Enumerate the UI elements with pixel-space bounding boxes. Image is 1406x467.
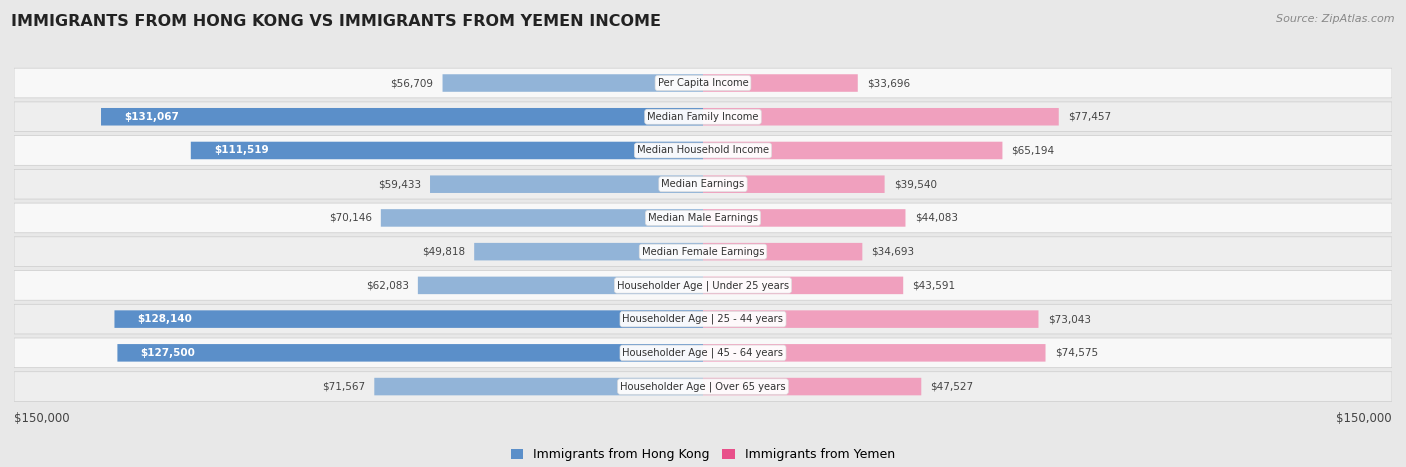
Legend: Immigrants from Hong Kong, Immigrants from Yemen: Immigrants from Hong Kong, Immigrants fr…	[510, 448, 896, 461]
FancyBboxPatch shape	[703, 142, 1002, 159]
FancyBboxPatch shape	[418, 276, 703, 294]
FancyBboxPatch shape	[430, 176, 703, 193]
FancyBboxPatch shape	[374, 378, 703, 396]
Text: Householder Age | Over 65 years: Householder Age | Over 65 years	[620, 382, 786, 392]
Text: $71,567: $71,567	[322, 382, 366, 391]
FancyBboxPatch shape	[101, 108, 703, 126]
Text: $43,591: $43,591	[912, 280, 956, 290]
Text: Householder Age | 45 - 64 years: Householder Age | 45 - 64 years	[623, 347, 783, 358]
Text: $128,140: $128,140	[138, 314, 193, 324]
FancyBboxPatch shape	[14, 372, 1392, 402]
FancyBboxPatch shape	[14, 170, 1392, 199]
FancyBboxPatch shape	[703, 209, 905, 226]
FancyBboxPatch shape	[703, 108, 1059, 126]
Text: $74,575: $74,575	[1054, 348, 1098, 358]
Text: $47,527: $47,527	[931, 382, 973, 391]
FancyBboxPatch shape	[443, 74, 703, 92]
Text: $131,067: $131,067	[124, 112, 179, 122]
FancyBboxPatch shape	[703, 344, 1046, 361]
FancyBboxPatch shape	[703, 176, 884, 193]
FancyBboxPatch shape	[703, 311, 1039, 328]
Text: $150,000: $150,000	[1336, 412, 1392, 425]
Text: $150,000: $150,000	[14, 412, 70, 425]
FancyBboxPatch shape	[703, 276, 903, 294]
Text: $34,693: $34,693	[872, 247, 915, 257]
FancyBboxPatch shape	[14, 135, 1392, 165]
Text: $33,696: $33,696	[868, 78, 910, 88]
Text: $62,083: $62,083	[366, 280, 409, 290]
Text: $39,540: $39,540	[894, 179, 936, 189]
FancyBboxPatch shape	[14, 237, 1392, 267]
FancyBboxPatch shape	[114, 311, 703, 328]
Text: Median Earnings: Median Earnings	[661, 179, 745, 189]
Text: $73,043: $73,043	[1047, 314, 1091, 324]
Text: $77,457: $77,457	[1069, 112, 1111, 122]
FancyBboxPatch shape	[703, 74, 858, 92]
Text: $70,146: $70,146	[329, 213, 371, 223]
Text: Per Capita Income: Per Capita Income	[658, 78, 748, 88]
Text: Median Household Income: Median Household Income	[637, 146, 769, 156]
Text: $59,433: $59,433	[378, 179, 420, 189]
FancyBboxPatch shape	[703, 243, 862, 261]
Text: $111,519: $111,519	[214, 146, 269, 156]
FancyBboxPatch shape	[117, 344, 703, 361]
FancyBboxPatch shape	[14, 68, 1392, 98]
FancyBboxPatch shape	[14, 203, 1392, 233]
Text: Median Female Earnings: Median Female Earnings	[641, 247, 765, 257]
FancyBboxPatch shape	[14, 338, 1392, 368]
Text: $44,083: $44,083	[915, 213, 957, 223]
FancyBboxPatch shape	[14, 270, 1392, 300]
Text: $56,709: $56,709	[391, 78, 433, 88]
FancyBboxPatch shape	[191, 142, 703, 159]
Text: Median Male Earnings: Median Male Earnings	[648, 213, 758, 223]
Text: $127,500: $127,500	[141, 348, 195, 358]
Text: Householder Age | Under 25 years: Householder Age | Under 25 years	[617, 280, 789, 290]
FancyBboxPatch shape	[14, 304, 1392, 334]
FancyBboxPatch shape	[381, 209, 703, 226]
Text: $65,194: $65,194	[1012, 146, 1054, 156]
Text: $49,818: $49,818	[422, 247, 465, 257]
FancyBboxPatch shape	[703, 378, 921, 396]
Text: Householder Age | 25 - 44 years: Householder Age | 25 - 44 years	[623, 314, 783, 325]
FancyBboxPatch shape	[14, 102, 1392, 132]
Text: Median Family Income: Median Family Income	[647, 112, 759, 122]
Text: Source: ZipAtlas.com: Source: ZipAtlas.com	[1277, 14, 1395, 24]
Text: IMMIGRANTS FROM HONG KONG VS IMMIGRANTS FROM YEMEN INCOME: IMMIGRANTS FROM HONG KONG VS IMMIGRANTS …	[11, 14, 661, 29]
FancyBboxPatch shape	[474, 243, 703, 261]
